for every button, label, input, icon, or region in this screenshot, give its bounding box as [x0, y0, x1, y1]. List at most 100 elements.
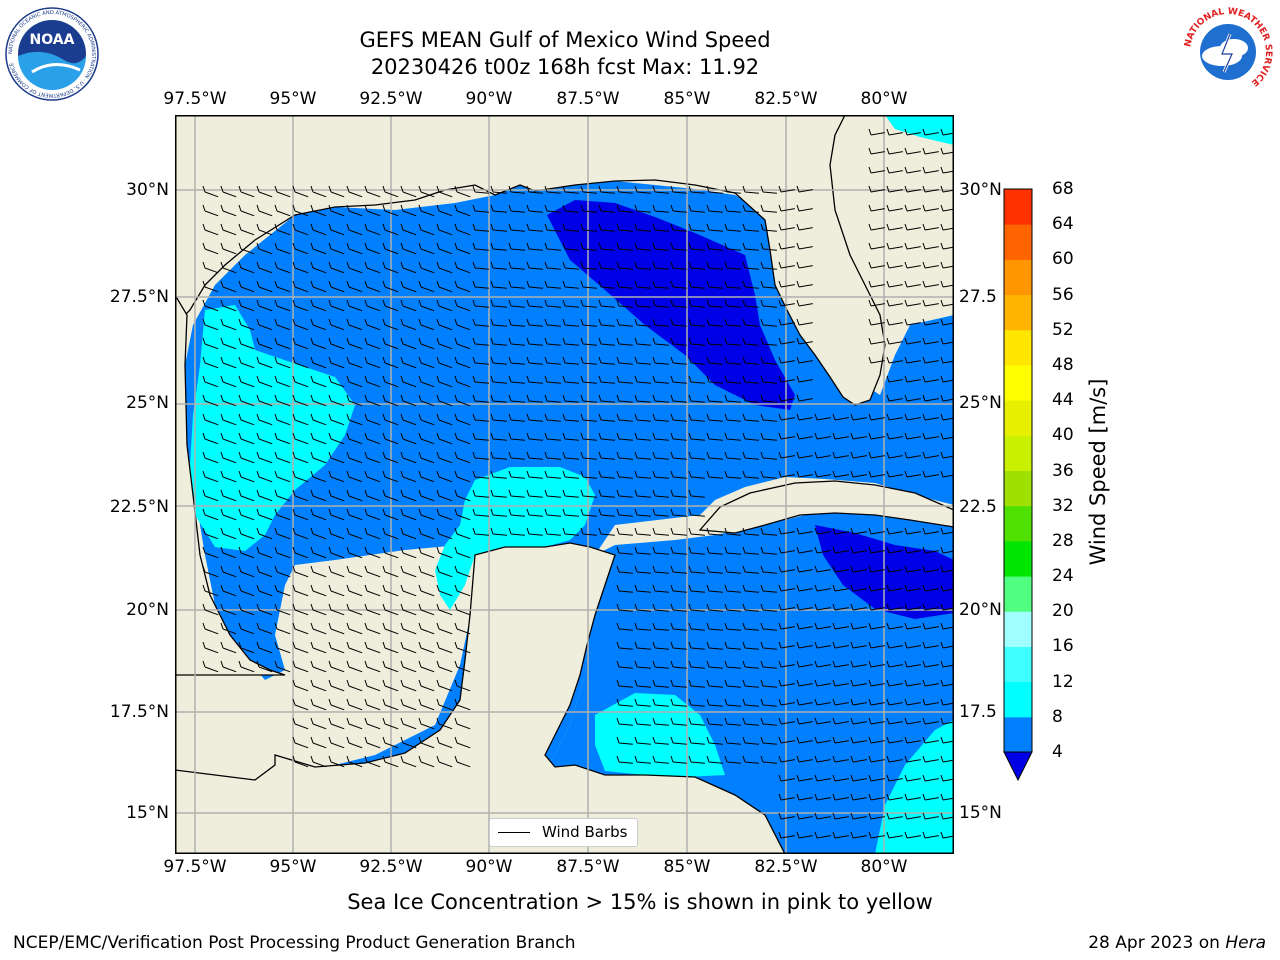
wind-barb: [418, 698, 435, 711]
wind-barb: [616, 356, 633, 365]
wind-barb: [328, 584, 345, 597]
wind-barb: [490, 394, 507, 403]
wind-barb: [670, 565, 687, 574]
wind-barb: [778, 603, 795, 611]
wind-barb: [706, 261, 723, 270]
wind-barb: [814, 774, 831, 782]
wind-barb: [886, 413, 903, 421]
wind-barb: [760, 565, 777, 574]
wind-barb: [364, 717, 381, 730]
wind-barb: [346, 679, 363, 692]
wind-barb: [310, 242, 327, 255]
wind-barb: [616, 698, 633, 707]
wind-barb: [382, 204, 399, 217]
wind-barb: [724, 337, 741, 346]
wind-barb: [544, 318, 561, 327]
wind-barb: [688, 375, 705, 384]
wind-barb: [346, 261, 363, 274]
wind-barb: [850, 679, 867, 687]
wind-barb: [886, 204, 903, 212]
wind-barb: [868, 603, 885, 611]
wind-barb: [886, 394, 903, 402]
wind-barb: [544, 356, 561, 365]
wind-barb: [940, 527, 954, 535]
wind-barb: [724, 299, 741, 308]
wind-barb: [310, 356, 327, 369]
wind-barb: [940, 147, 954, 155]
lon-tick-top: 85°W: [663, 89, 711, 109]
wind-barb: [904, 204, 921, 212]
wind-barb: [490, 242, 507, 251]
mexico: [175, 293, 286, 676]
colorbar-tick-label: 40: [1052, 425, 1074, 446]
wind-barb: [904, 147, 921, 155]
wind-barb: [922, 622, 939, 630]
wind-barb: [310, 584, 327, 597]
wind-barb: [922, 527, 939, 535]
wind-barb: [490, 451, 507, 460]
wind-barb: [742, 185, 759, 194]
wind-barb: [436, 679, 453, 692]
wind-barb: [580, 261, 597, 270]
wind-barb: [454, 185, 471, 198]
wind-barb: [364, 280, 381, 293]
wind-barb: [292, 299, 309, 312]
wind-barb: [598, 489, 615, 498]
wind-barb: [616, 413, 633, 422]
wind-barb: [346, 489, 363, 502]
wind-barb: [256, 470, 273, 483]
wind-barb: [382, 337, 399, 350]
wind-barb: [634, 717, 651, 726]
wind-barb: [526, 356, 543, 365]
wind-barb: [688, 622, 705, 631]
wind-barb: [346, 565, 363, 578]
wind-barb: [688, 679, 705, 688]
wind-barb: [940, 318, 954, 326]
wind-barb: [346, 223, 363, 236]
wind-barb: [886, 603, 903, 611]
wind-barb: [580, 527, 597, 536]
wind-barb: [436, 565, 453, 578]
wind-barb: [670, 280, 687, 289]
wind-barb: [490, 413, 507, 422]
wind-barb: [310, 603, 327, 616]
wind-barb: [256, 261, 273, 274]
wind-barb: [904, 299, 921, 307]
wind-barb: [256, 508, 273, 521]
wind-barb: [238, 641, 255, 654]
colorbar-tick-label: 48: [1052, 354, 1074, 375]
wind-barb: [796, 698, 813, 706]
wind-barb: [400, 432, 417, 445]
wind-barb: [688, 185, 705, 194]
wind-barb: [346, 242, 363, 255]
lat-tick-right: 17.5: [959, 702, 997, 722]
wind-barb: [868, 717, 885, 725]
wind-barb: [472, 318, 489, 327]
wind-barb: [238, 660, 255, 673]
wind-barb: [706, 280, 723, 289]
wind-barb: [742, 527, 759, 536]
wind-barb: [328, 755, 345, 768]
wind-barb: [526, 261, 543, 270]
wind-barb: [436, 641, 453, 654]
lat-tick-left: 27.5°N: [109, 287, 169, 307]
wind-barb: [832, 641, 849, 649]
wind-barb: [688, 736, 705, 745]
date-label: 28 Apr 2023 on: [1088, 933, 1226, 953]
wind-barb: [652, 337, 669, 346]
wind-barb: [490, 356, 507, 365]
wind-barb: [454, 584, 471, 597]
wind-barb: [346, 660, 363, 673]
wind-barb: [238, 280, 255, 293]
wind-barb: [814, 527, 831, 535]
wind-barb: [706, 318, 723, 327]
wind-barb: [616, 318, 633, 327]
wind-barb: [220, 565, 237, 578]
wind-barb: [328, 394, 345, 407]
wind-barb: [706, 356, 723, 365]
wind-barb: [508, 508, 525, 517]
wind-barb: [904, 242, 921, 250]
wind-barb: [868, 356, 885, 364]
wind-barb: [526, 432, 543, 441]
wind-barb: [760, 261, 777, 270]
